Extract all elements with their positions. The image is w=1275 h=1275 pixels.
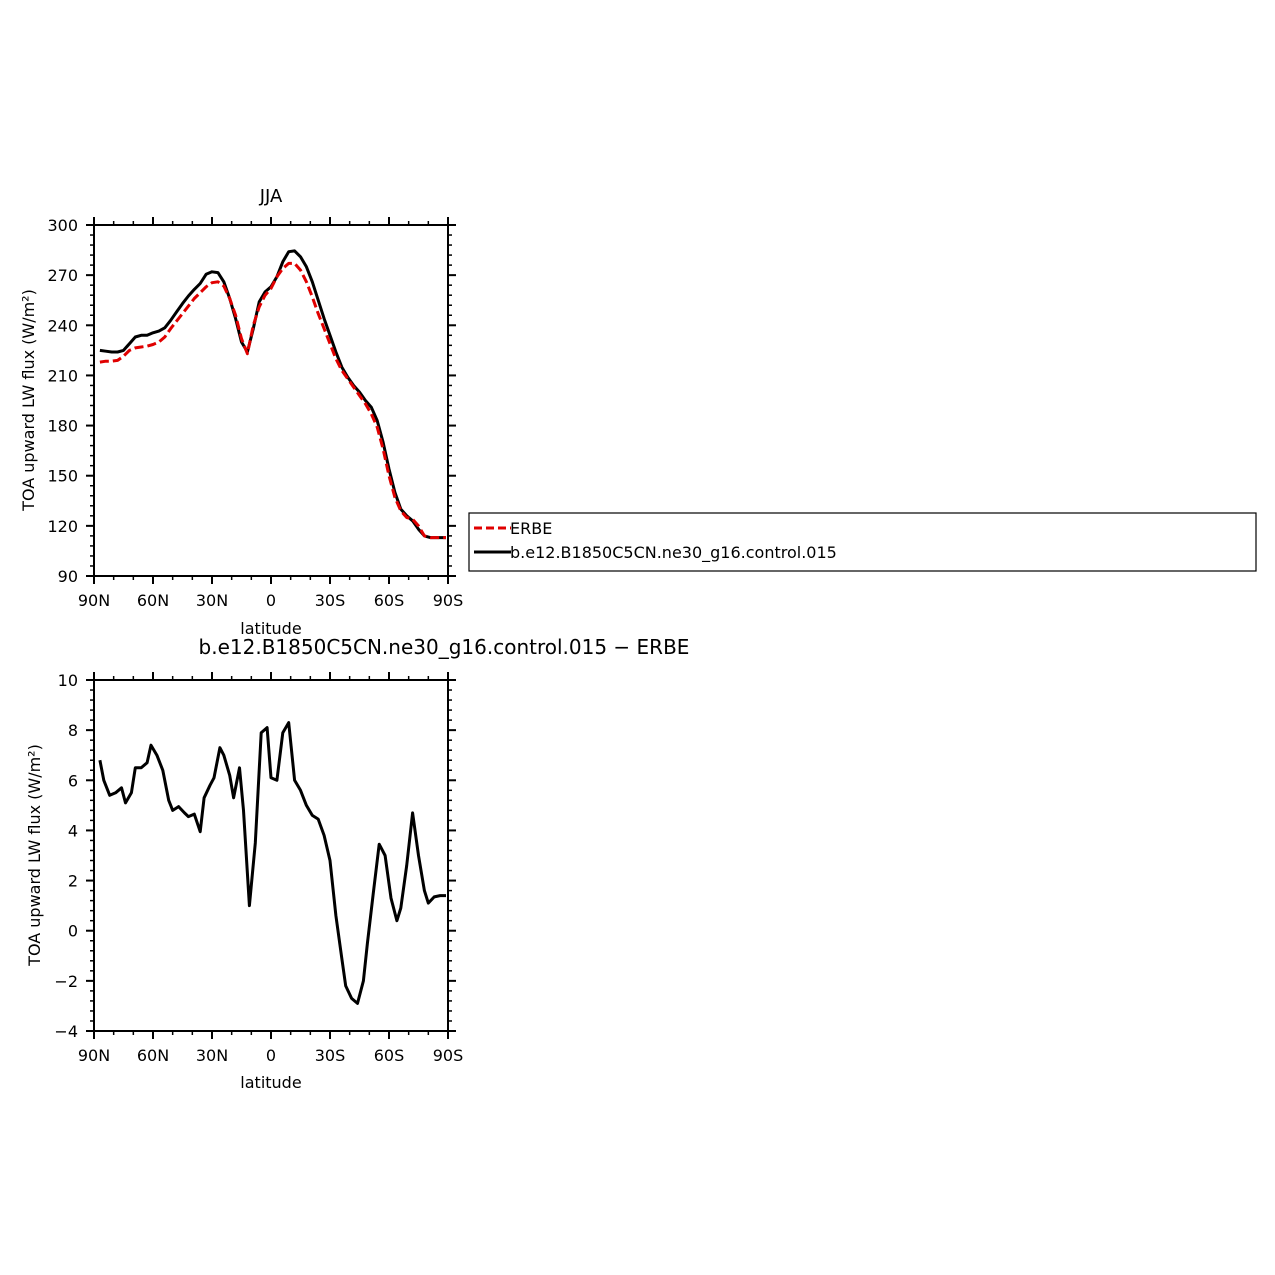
top-y-tick-label: 210 — [47, 366, 78, 385]
top-series-line-0 — [99, 261, 446, 540]
bottom-x-tick-label: 30N — [196, 1046, 228, 1065]
bottom-x-tick-label: 0 — [266, 1046, 276, 1065]
top-x-tick-labels: 90N 60N 30N 0 30S 60S 90S — [78, 591, 463, 610]
top-x-tick-label: 60S — [374, 591, 405, 610]
bottom-y-tick-label: 8 — [68, 721, 78, 740]
legend: ERBE b.e12.B1850C5CN.ne30_g16.control.01… — [468, 512, 1257, 572]
top-series-lines — [99, 249, 446, 540]
legend-box — [468, 512, 1257, 572]
top-x-tick-label: 0 — [266, 591, 276, 610]
bottom-x-tick-label: 90N — [78, 1046, 110, 1065]
bottom-series-line-0 — [98, 721, 446, 1005]
bottom-x-tick-label: 60S — [374, 1046, 405, 1065]
bottom-y-tick-label: 6 — [68, 771, 78, 790]
bottom-y-tick-label: −4 — [54, 1022, 78, 1041]
top-plot-frame — [93, 224, 449, 577]
top-y-tick-label: 300 — [47, 216, 78, 235]
bottom-y-axis-label: TOA upward LW flux (W/m²) — [25, 744, 44, 967]
top-y-tick-labels: 90 120 150 180 210 240 270 300 — [47, 216, 78, 586]
legend-label-model: b.e12.B1850C5CN.ne30_g16.control.015 — [510, 543, 837, 563]
top-y-tick-label: 270 — [47, 266, 78, 285]
bottom-x-tick-label: 30S — [315, 1046, 346, 1065]
top-y-axis-label: TOA upward LW flux (W/m²) — [19, 289, 38, 512]
top-axis-ticks — [86, 217, 456, 584]
top-x-tick-label: 30S — [315, 591, 346, 610]
bottom-x-tick-label: 90S — [433, 1046, 464, 1065]
bottom-chart-title: b.e12.B1850C5CN.ne30_g16.control.015 − E… — [199, 635, 690, 659]
top-panel: JJA 90N 60N 30N 0 30S 60S 90S 90 120 150 180 210 24… — [19, 186, 463, 638]
top-x-axis-label: latitude — [240, 619, 301, 638]
top-chart-title: JJA — [259, 186, 283, 207]
bottom-plot-frame — [93, 679, 449, 1032]
bottom-series-lines — [98, 721, 446, 1005]
bottom-axis-ticks — [86, 672, 456, 1039]
bottom-panel: b.e12.B1850C5CN.ne30_g16.control.015 − E… — [25, 635, 689, 1092]
bottom-y-tick-labels: −4 −2 0 2 4 6 8 10 — [54, 671, 78, 1041]
bottom-y-tick-label: 10 — [58, 671, 78, 690]
bottom-y-tick-label: 0 — [68, 922, 78, 941]
top-y-tick-label: 90 — [58, 567, 78, 586]
legend-label-erbe: ERBE — [510, 519, 552, 538]
top-y-tick-label: 240 — [47, 316, 78, 335]
bottom-y-tick-label: 2 — [68, 872, 78, 891]
top-x-tick-label: 30N — [196, 591, 228, 610]
top-x-tick-label: 90S — [433, 591, 464, 610]
bottom-y-tick-label: −2 — [54, 972, 78, 991]
top-x-tick-label: 90N — [78, 591, 110, 610]
bottom-x-tick-label: 60N — [137, 1046, 169, 1065]
bottom-y-tick-label: 4 — [68, 821, 78, 840]
top-x-tick-label: 60N — [137, 591, 169, 610]
top-y-tick-label: 150 — [47, 467, 78, 486]
top-y-tick-label: 180 — [47, 417, 78, 436]
top-y-tick-label: 120 — [47, 517, 78, 536]
bottom-x-axis-label: latitude — [240, 1073, 301, 1092]
bottom-x-tick-labels: 90N 60N 30N 0 30S 60S 90S — [78, 1046, 463, 1065]
